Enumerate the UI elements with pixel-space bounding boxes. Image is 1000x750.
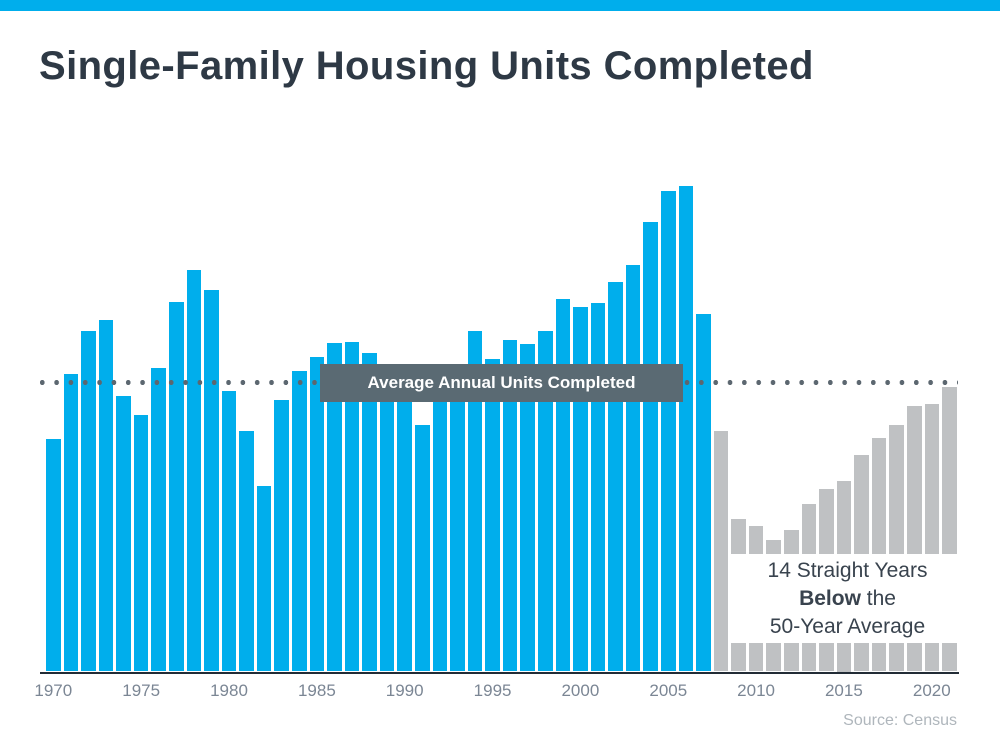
bar-1996 [502,340,518,672]
bar-1976 [151,367,166,672]
x-tick-1980: 1980 [210,681,248,700]
source-caption: Source: Census [843,712,957,729]
x-tick-2015: 2015 [824,681,863,700]
annotation-line-3: 50-Year Average [769,614,926,638]
bar-2004 [643,221,658,672]
bar-1977 [168,302,184,672]
chart-title: Single-Family Housing Units Completed [39,44,814,88]
bar-1984 [291,370,307,672]
bar-2001 [590,302,606,672]
bar-2007 [696,313,711,672]
bar-1985 [309,356,325,672]
bar-1970 [46,438,61,672]
bar-1999 [555,298,571,672]
top-accent-bar [0,0,1000,11]
x-tick-1990: 1990 [385,681,424,700]
bar-2003 [625,264,641,672]
x-tick-2000: 2000 [561,681,600,700]
bar-1988 [362,352,377,672]
bar-2005 [660,191,676,672]
bar-1987 [344,341,360,672]
bar-1975 [133,414,149,672]
x-tick-1975: 1975 [122,681,161,700]
bar-1990 [397,387,412,672]
bar-1994 [467,330,483,672]
bar-1992 [432,388,448,672]
bar-1995 [485,358,500,672]
annotation-bold-word: Below [799,586,861,610]
x-tick-2005: 2005 [649,681,688,700]
bar-1973 [98,320,114,672]
x-axis-line [40,671,959,674]
bar-1997 [520,343,535,672]
bar-1998 [537,330,553,672]
bar-1978 [186,269,202,672]
bar-1980 [221,390,237,672]
bar-1993 [450,366,465,672]
bar-1979 [204,289,219,672]
bar-1971 [63,373,79,672]
bar-1972 [81,330,96,672]
annotation-line-2: Below the [799,585,896,613]
bar-1989 [379,370,395,672]
bar-1983 [274,400,289,672]
x-tick-2020: 2020 [912,681,951,700]
bar-2002 [608,282,623,672]
x-tick-2010: 2010 [737,681,776,700]
bar-1981 [239,431,254,672]
average-label: Average Annual Units Completed [320,364,683,402]
annotation-line-2-rest: the [860,586,896,610]
below-average-annotation: 14 Straight Years Below the 50-Year Aver… [730,554,965,643]
bar-1974 [116,395,131,672]
bar-2008 [713,431,729,672]
annotation-line-1: 14 Straight Years [767,558,928,582]
bar-1986 [327,342,342,672]
bar-2000 [573,306,588,672]
bar-1991 [414,425,430,672]
x-tick-1995: 1995 [473,681,512,700]
bar-2006 [678,185,694,672]
x-tick-1985: 1985 [297,681,336,700]
x-tick-1970: 1970 [34,681,73,700]
bar-1982 [256,485,272,672]
